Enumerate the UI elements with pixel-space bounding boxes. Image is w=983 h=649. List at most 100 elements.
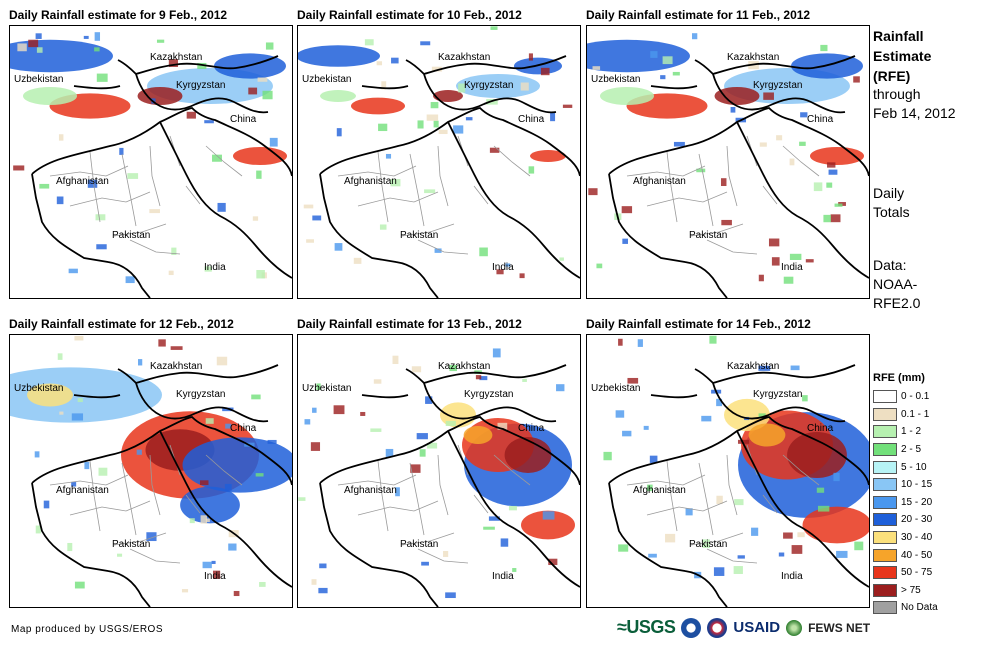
legend-rows: 0 - 0.1 0.1 - 1 1 - 2 2 - 5 5 - 10 10 - 15 15 … [873, 388, 938, 617]
rain-area [182, 437, 292, 493]
rain-pixel [197, 62, 207, 69]
rain-pixel [425, 396, 433, 404]
legend-label: 0.1 - 1 [901, 408, 930, 420]
rain-pixel [94, 32, 101, 41]
rain-area [456, 74, 540, 98]
rainfall-map: Kazakhstan Uzbekistan Kyrgyzstan China Afgha… [297, 334, 581, 608]
rain-pixel [427, 442, 438, 449]
rain-pixel [146, 532, 157, 542]
rain-pixel [853, 76, 860, 83]
map-panel-10-feb: Daily Rainfall estimate for 10 Feb., 201… [297, 8, 581, 300]
map-label-kyrgyzstan: Kyrgyzstan [753, 389, 802, 400]
rain-pixel [265, 42, 274, 50]
rain-pixel [790, 365, 800, 371]
rain-pixel [696, 168, 706, 173]
panel-title: Daily Rainfall estimate for 11 Feb., 201… [586, 8, 811, 22]
usaid-logo: USAID [733, 619, 781, 636]
rain-pixel [74, 335, 84, 341]
legend-swatch [873, 460, 897, 474]
rain-pixel [417, 120, 424, 129]
rain-pixel [637, 339, 643, 347]
map-canvas: Kazakhstan Uzbekistan Kyrgyzstan China Afgha… [298, 26, 580, 298]
rain-pixel [431, 66, 443, 72]
rain-pixel [117, 553, 123, 557]
legend-title: RFE (mm) [873, 372, 925, 384]
rain-pixel [542, 511, 555, 520]
rain-pixel [802, 395, 808, 402]
rain-pixel [204, 120, 214, 124]
rain-pixel [490, 26, 498, 30]
rain-pixel [548, 558, 558, 566]
rain-pixel [778, 552, 785, 557]
rain-pixel [35, 33, 42, 39]
rain-pixel [257, 77, 268, 82]
rain-pixel [685, 508, 693, 516]
rain-area [587, 39, 690, 73]
rain-pixel [556, 384, 565, 392]
map-panel-11-feb: Daily Rainfall estimate for 11 Feb., 201… [586, 8, 870, 300]
rain-pixel [205, 518, 210, 523]
country-boundaries [608, 364, 869, 607]
rain-pixel [647, 484, 653, 492]
rain-pixel [269, 137, 278, 147]
rain-pixel [57, 353, 63, 360]
rain-pixel [799, 141, 806, 146]
legend-label: 20 - 30 [901, 514, 933, 526]
legend-label: 10 - 15 [901, 479, 933, 491]
rain-pixel [479, 247, 488, 257]
rain-pixel [251, 394, 261, 400]
rain-pixel [618, 544, 629, 552]
rain-area [351, 97, 405, 115]
rain-area [440, 402, 476, 428]
map-label-china: China [518, 114, 545, 125]
rain-pixel [737, 555, 745, 559]
rain-pixel [453, 125, 464, 134]
map-label-uzbekistan: Uzbekistan [591, 74, 640, 85]
rain-pixel [797, 532, 805, 538]
map-label-kazakhstan: Kazakhstan [727, 361, 779, 372]
rain-pixel [225, 423, 232, 429]
legend-label: > 75 [901, 584, 921, 596]
rain-pixel [836, 550, 848, 558]
map-canvas: Kazakhstan Uzbekistan Kyrgyzstan China Afgha… [591, 335, 869, 607]
rain-pixel [648, 553, 657, 558]
rain-pixel [98, 467, 108, 476]
rain-area [180, 486, 240, 524]
rain-pixel [311, 579, 317, 585]
rain-pixel [95, 214, 106, 221]
rain-pixel [550, 112, 556, 122]
map-panel-12-feb: Daily Rainfall estimate for 12 Feb., 201… [9, 317, 293, 609]
rain-pixel [370, 428, 382, 432]
rain-pixel [419, 449, 426, 457]
map-canvas: Kazakhstan Uzbekistan Kyrgyzstan China Afgha… [10, 335, 292, 607]
legend-item: No Data [873, 599, 938, 617]
rain-pixel [58, 134, 64, 141]
rain-pixel [650, 51, 658, 58]
legend-swatch [873, 601, 897, 615]
rain-pixel [334, 243, 343, 251]
map-label-kyrgyzstan: Kyrgyzstan [176, 389, 225, 400]
rain-pixel [433, 120, 439, 128]
legend-item: 10 - 15 [873, 476, 938, 494]
rain-pixel [763, 92, 774, 100]
rain-pixel [171, 247, 177, 256]
rain-area [787, 432, 847, 478]
rain-pixel [833, 472, 840, 482]
rain-pixel [304, 419, 311, 425]
rain-pixel [528, 53, 533, 61]
rain-pixel [267, 439, 277, 444]
rain-pixel [39, 183, 50, 189]
rain-pixel [59, 411, 64, 415]
rain-pixel [186, 111, 196, 119]
rain-pixel [709, 335, 717, 344]
rain-pixel [621, 206, 633, 214]
rain-pixel [212, 154, 222, 162]
rain-pixel [783, 276, 794, 284]
rain-pixel [381, 81, 387, 90]
rain-pixel [168, 59, 178, 67]
rain-pixel [489, 147, 500, 153]
rain-pixel [426, 114, 439, 121]
map-label-pakistan: Pakistan [400, 230, 438, 241]
rain-pixel [820, 44, 828, 52]
map-label-uzbekistan: Uzbekistan [302, 74, 351, 85]
